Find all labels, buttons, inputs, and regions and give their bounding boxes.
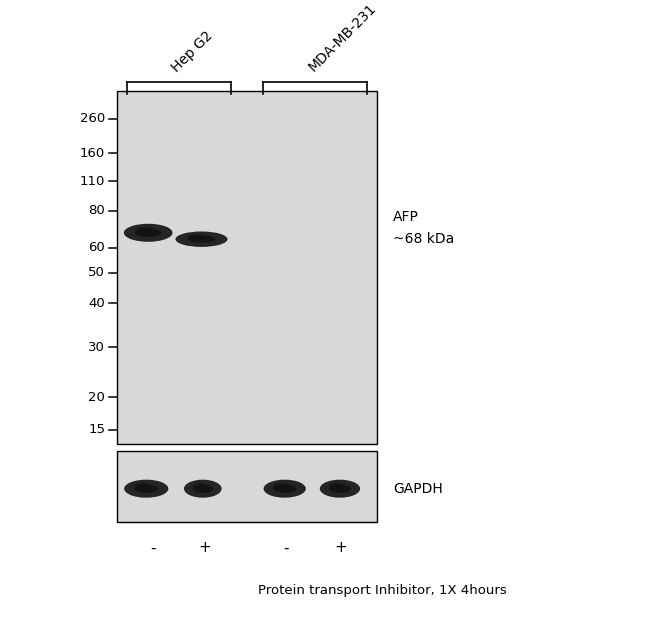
Text: MDA-MB-231: MDA-MB-231 — [306, 1, 378, 75]
Text: -: - — [283, 540, 289, 556]
Ellipse shape — [135, 226, 153, 233]
Text: 50: 50 — [88, 266, 105, 279]
FancyBboxPatch shape — [117, 91, 377, 444]
Ellipse shape — [124, 224, 173, 242]
Ellipse shape — [192, 485, 213, 493]
Ellipse shape — [273, 482, 289, 489]
Text: 40: 40 — [88, 297, 105, 310]
Text: +: + — [335, 540, 348, 556]
Text: Hep G2: Hep G2 — [169, 28, 215, 75]
Ellipse shape — [264, 480, 306, 498]
Ellipse shape — [135, 229, 162, 237]
Ellipse shape — [124, 480, 168, 498]
Text: 160: 160 — [80, 147, 105, 159]
Text: AFP: AFP — [393, 210, 419, 224]
Text: 60: 60 — [88, 241, 105, 254]
Text: 110: 110 — [80, 175, 105, 188]
Text: 20: 20 — [88, 391, 105, 404]
Text: -: - — [150, 540, 155, 556]
FancyBboxPatch shape — [117, 451, 377, 522]
Ellipse shape — [187, 234, 207, 240]
Ellipse shape — [273, 485, 296, 493]
Ellipse shape — [176, 231, 227, 247]
Ellipse shape — [329, 485, 351, 493]
Text: 80: 80 — [88, 204, 105, 217]
Text: 260: 260 — [80, 113, 105, 125]
Ellipse shape — [187, 236, 216, 242]
Ellipse shape — [135, 482, 151, 489]
Ellipse shape — [134, 485, 159, 493]
Text: 15: 15 — [88, 423, 105, 436]
Text: GAPDH: GAPDH — [393, 482, 443, 496]
Ellipse shape — [329, 482, 344, 489]
Ellipse shape — [320, 480, 360, 498]
Text: ~68 kDa: ~68 kDa — [393, 232, 454, 246]
Ellipse shape — [184, 480, 222, 498]
Text: 30: 30 — [88, 341, 105, 354]
Ellipse shape — [192, 482, 207, 489]
Text: +: + — [198, 540, 211, 556]
Text: Protein transport Inhibitor, 1X 4hours: Protein transport Inhibitor, 1X 4hours — [258, 584, 507, 597]
